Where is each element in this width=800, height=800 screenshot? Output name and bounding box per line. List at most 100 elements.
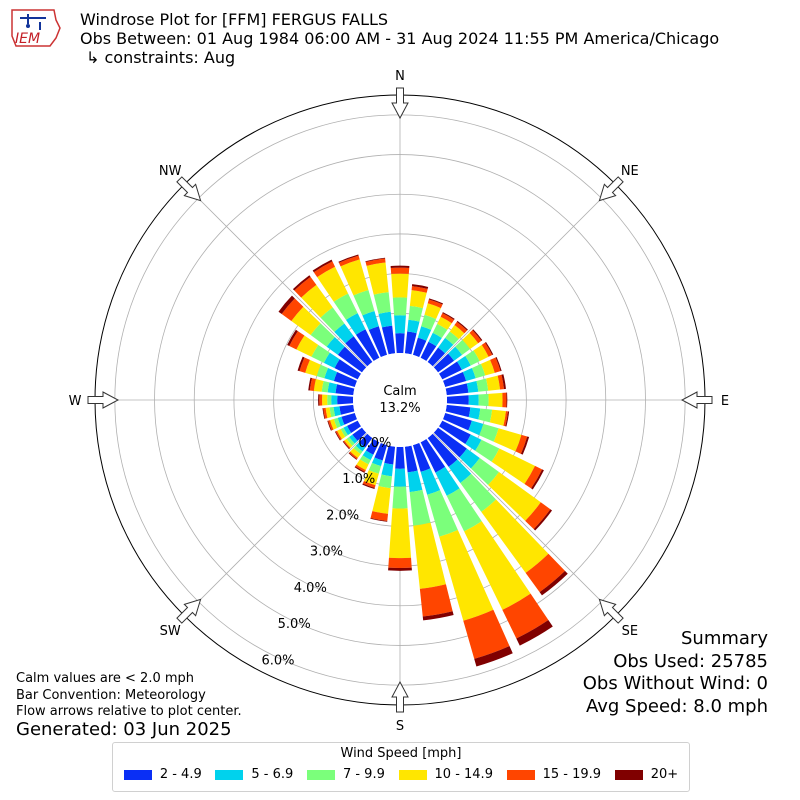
bar-segment bbox=[340, 259, 369, 296]
bar-segment bbox=[395, 333, 405, 354]
bar-segment bbox=[442, 412, 472, 431]
bar-segment bbox=[394, 315, 406, 334]
bar-segment bbox=[305, 359, 321, 377]
bar-segment bbox=[355, 329, 380, 362]
bar-segment bbox=[287, 329, 298, 346]
bar-segment bbox=[390, 267, 410, 274]
generated-date: Generated: 03 Jun 2025 bbox=[16, 719, 232, 740]
bar-segment bbox=[313, 261, 336, 278]
bar-segment bbox=[465, 350, 480, 366]
bar-segment bbox=[359, 433, 373, 448]
bar-segment bbox=[459, 448, 480, 469]
bar-segment bbox=[318, 394, 320, 406]
bar-segment bbox=[365, 258, 386, 266]
bar-segment bbox=[338, 254, 359, 263]
bar-segment bbox=[438, 420, 471, 445]
bar-segment bbox=[478, 408, 493, 423]
bar-segment bbox=[503, 411, 508, 427]
bar-segment bbox=[412, 337, 427, 358]
bar-segment bbox=[420, 341, 437, 362]
bar-segment bbox=[333, 417, 341, 428]
bar-segment bbox=[465, 434, 482, 451]
bar-segment bbox=[491, 448, 535, 484]
bar-segment bbox=[353, 445, 363, 455]
bar-segment bbox=[329, 406, 336, 418]
bar-segment bbox=[362, 310, 379, 330]
grid-spoke bbox=[184, 184, 368, 368]
bar-segment bbox=[345, 336, 373, 367]
bar-segment bbox=[388, 557, 412, 569]
bar-segment bbox=[327, 382, 338, 394]
bar-segment bbox=[296, 335, 319, 357]
bar-segment bbox=[370, 518, 388, 522]
bar-segment bbox=[409, 290, 427, 309]
legend-label: 5 - 6.9 bbox=[251, 767, 294, 782]
bar-segment bbox=[525, 553, 565, 593]
compass-label: NE bbox=[621, 164, 639, 179]
bar-segment bbox=[448, 346, 463, 361]
bar-segment bbox=[337, 346, 367, 373]
bar-segment bbox=[428, 332, 442, 347]
bar-segment bbox=[337, 395, 354, 405]
bar-segment bbox=[533, 509, 553, 531]
bar-segment bbox=[497, 374, 504, 390]
bar-segment bbox=[334, 431, 341, 441]
bar-segment bbox=[409, 489, 431, 526]
bar-segment bbox=[309, 378, 316, 391]
bar-segment bbox=[502, 392, 507, 408]
bar-segment bbox=[313, 379, 324, 392]
bar-segment bbox=[310, 323, 335, 347]
bar-segment bbox=[299, 357, 310, 373]
bar-segment bbox=[442, 312, 455, 320]
bar-segment bbox=[363, 470, 379, 486]
bar-segment bbox=[342, 441, 350, 450]
bar-segment bbox=[520, 436, 530, 455]
bar-segment bbox=[468, 407, 481, 420]
bar-segment bbox=[312, 259, 333, 273]
bar-segment bbox=[356, 459, 369, 471]
bar-segment bbox=[355, 442, 366, 452]
radial-tick-label: 1.0% bbox=[342, 472, 375, 487]
radial-tick-label: 0.0% bbox=[358, 436, 391, 451]
legend-swatch bbox=[123, 769, 152, 780]
bar-segment bbox=[411, 284, 429, 289]
bar-segment bbox=[343, 440, 351, 449]
bar-segment bbox=[466, 380, 479, 393]
compass-label: W bbox=[69, 394, 82, 409]
bar-segment bbox=[417, 326, 432, 341]
bar-segment bbox=[323, 352, 340, 369]
bar-segment bbox=[322, 408, 326, 419]
legend-label: 10 - 14.9 bbox=[434, 767, 493, 782]
bar-segment bbox=[365, 257, 386, 262]
bar-segment bbox=[506, 392, 508, 408]
bar-segment bbox=[378, 311, 393, 328]
bar-segment bbox=[445, 331, 459, 345]
bar-segment bbox=[457, 355, 471, 370]
legend-label: 20+ bbox=[650, 767, 679, 782]
bar-segment bbox=[471, 363, 486, 379]
obs-without-wind: Obs Without Wind: 0 bbox=[582, 673, 768, 694]
compass-labels: N NE E SE S SW W NW bbox=[69, 69, 730, 734]
bar-segment bbox=[490, 357, 501, 373]
grid-spoke bbox=[432, 432, 616, 616]
bar-segment bbox=[391, 273, 409, 298]
bar-segment bbox=[366, 262, 389, 295]
legend-items: 2 - 4.9 5 - 6.9 7 - 9.9 10 - 14.9 15 - 19.9 2… bbox=[113, 761, 689, 782]
bar-segment bbox=[395, 446, 405, 469]
bar-segment bbox=[392, 486, 408, 509]
bar-segment bbox=[324, 367, 338, 382]
bar-segment bbox=[474, 645, 513, 667]
bar-segment bbox=[525, 502, 551, 530]
bar-segment bbox=[291, 306, 321, 336]
bar-segment bbox=[516, 619, 553, 646]
bar-segment bbox=[411, 286, 428, 293]
bar-segment bbox=[432, 323, 448, 339]
bar-segment bbox=[354, 466, 365, 473]
bar-segment bbox=[422, 611, 454, 621]
legend-title: Wind Speed [mph] bbox=[340, 746, 462, 761]
avg-speed: Avg Speed: 8.0 mph bbox=[586, 695, 768, 717]
grid-spoke bbox=[184, 432, 368, 616]
bar-segment bbox=[413, 522, 446, 589]
compass-label: E bbox=[721, 394, 729, 409]
